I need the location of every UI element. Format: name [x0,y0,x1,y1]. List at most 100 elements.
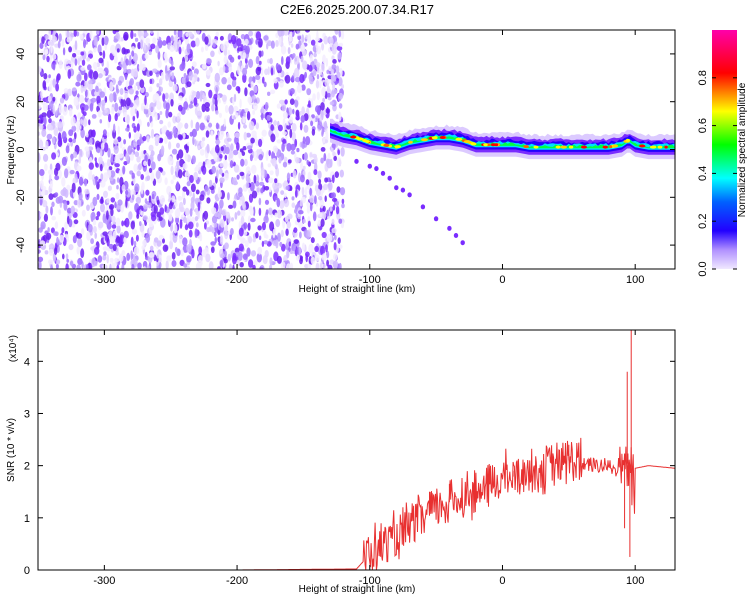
noise-speckle [91,257,96,268]
noise-speckle [317,170,322,180]
noise-speckle [192,61,197,68]
noise-speckle [142,239,147,247]
noise-speckle [310,256,315,265]
noise-speckle [55,162,61,171]
noise-speckle [38,227,43,233]
noise-speckle [80,248,85,259]
noise-speckle [313,155,318,165]
noise-speckle [205,106,210,112]
noise-speckle [114,113,118,122]
noise-speckle [237,210,241,216]
noise-speckle [169,232,174,242]
noise-speckle [242,73,247,83]
noise-speckle [150,150,155,157]
noise-speckle [80,51,85,56]
noise-speckle [108,243,114,250]
noise-speckle [225,146,230,155]
colorbar-ticks: 0.0 0.2 0.4 0.6 0.8 [697,70,737,277]
noise-speckle [38,104,41,110]
noise-speckle [269,170,274,176]
noise-speckle [264,101,269,112]
noise-speckle [110,197,116,203]
noise-speckle [117,199,123,206]
noise-speckle [155,45,160,54]
noise-speckle [130,188,136,198]
noise-speckle [215,144,220,154]
noise-speckle [137,262,142,269]
noise-speckle [188,221,194,230]
noise-speckle [253,85,258,94]
noise-speckle [133,33,137,38]
noise-speckle [78,94,85,104]
noise-speckle [214,236,217,244]
noise-speckle [85,132,89,138]
noise-speckle [185,32,189,38]
noise-speckle [228,263,233,269]
noise-speckle [113,38,118,43]
noise-speckle [217,60,220,67]
noise-speckle [282,138,287,144]
noise-speckle [165,260,169,269]
noise-speckle [316,91,320,101]
noise-speckle [96,82,102,87]
noise-speckle [62,47,66,56]
noise-speckle [89,30,93,39]
noise-speckle [250,217,256,223]
noise-speckle [98,221,104,229]
noise-speckle [81,106,85,114]
noise-speckle [211,215,218,224]
noise-speckle [56,75,59,84]
noise-speckle [270,89,276,95]
noise-speckle [152,68,158,73]
noise-speckle [150,43,156,50]
noise-speckle [337,237,341,245]
noise-speckle [46,109,52,119]
noise-speckle [317,219,322,227]
noise-speckle [232,264,235,269]
noise-speckle [169,66,175,71]
noise-speckle [171,195,176,203]
noise-speckle [94,232,97,239]
noise-speckle [238,187,243,195]
noise-speckle [42,54,46,61]
noise-speckle [125,127,130,132]
noise-speckle [332,204,336,211]
noise-speckle [281,261,286,269]
noise-speckle [116,225,121,234]
noise-speckle [315,62,321,68]
noise-speckle [301,106,305,115]
noise-speckle [41,112,47,118]
snr-marks [38,330,675,570]
noise-speckle [244,87,248,97]
noise-speckle [250,250,257,257]
noise-speckle [176,142,180,149]
noise-speckle [237,251,243,261]
noise-speckle [52,53,57,60]
noise-speckle [77,124,82,131]
noise-speckle [309,194,315,204]
noise-speckle [216,169,219,179]
noise-speckle [58,104,63,114]
noise-speckle [248,30,254,37]
noise-speckle [322,183,328,191]
noise-speckle [238,151,242,159]
noise-speckle [128,88,134,95]
noise-speckle [191,128,197,138]
noise-speckle [322,97,325,103]
noise-speckle [133,163,139,172]
noise-speckle [208,261,214,269]
noise-speckle [88,162,95,170]
noise-speckle [114,201,117,209]
noise-speckle [286,249,290,259]
noise-speckle [257,225,262,231]
noise-speckle [230,143,234,152]
noise-speckle [177,122,183,129]
noise-speckle [169,45,175,52]
noise-speckle [136,63,140,72]
noise-speckle [38,131,41,137]
noise-speckle [234,112,239,118]
noise-speckle [176,181,180,191]
noise-speckle [61,131,67,141]
noise-speckle [323,153,327,162]
noise-speckle [241,238,245,244]
